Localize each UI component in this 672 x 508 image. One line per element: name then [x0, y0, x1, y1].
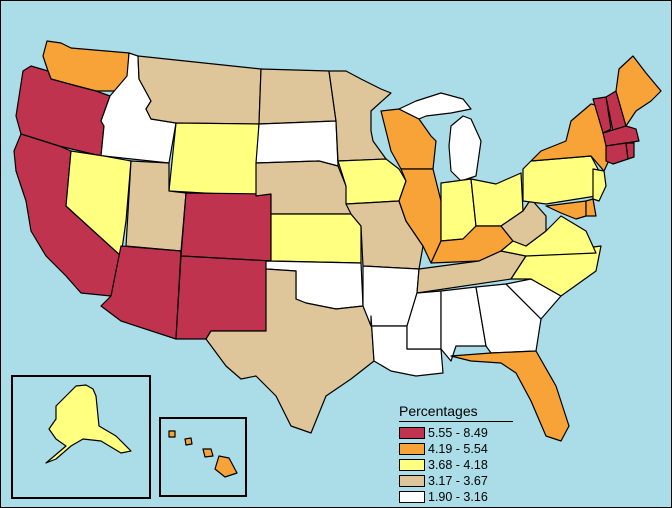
legend-label: 3.17 - 3.67: [428, 473, 488, 488]
state-ms: [406, 290, 442, 350]
legend: Percentages 5.55 - 8.49 4.19 - 5.54 3.68…: [399, 403, 513, 505]
legend-item: 3.68 - 4.18: [399, 457, 513, 472]
state-wy: [168, 122, 260, 197]
state-fl: [450, 350, 570, 442]
state-md: [545, 200, 587, 220]
state-mt: [137, 55, 262, 125]
state-nm: [175, 255, 272, 340]
state-co: [180, 192, 272, 262]
legend-label: 3.68 - 4.18: [428, 457, 488, 472]
state-me: [615, 55, 662, 127]
state-tx: [205, 268, 375, 434]
state-ak: [45, 384, 132, 464]
state-ks: [270, 213, 362, 264]
state-hi-oahu: [184, 437, 193, 446]
legend-item: 5.55 - 8.49: [399, 425, 513, 440]
state-vt: [592, 96, 612, 134]
state-hi: [214, 455, 238, 478]
legend-item: 1.90 - 3.16: [399, 489, 513, 504]
legend-item: 4.19 - 5.54: [399, 441, 513, 456]
state-hi-maui: [202, 448, 214, 458]
state-hi-kauai: [168, 430, 176, 438]
legend-swatch: [399, 458, 425, 471]
hawaii-inset-box: [159, 417, 247, 497]
state-sd: [255, 120, 339, 167]
state-il: [398, 168, 442, 264]
state-wv: [500, 198, 547, 247]
state-ct: [605, 142, 629, 165]
state-pa: [522, 155, 600, 205]
state-mi: [448, 115, 482, 182]
state-ia: [337, 158, 407, 205]
legend-swatch: [399, 442, 425, 455]
legend-swatch: [399, 490, 425, 503]
legend-item: 3.17 - 3.67: [399, 473, 513, 488]
state-mi-upper: [398, 92, 472, 120]
legend-swatch: [399, 426, 425, 439]
legend-title: Percentages: [399, 403, 513, 422]
alaska-inset-box: [11, 375, 151, 499]
state-wi: [380, 108, 437, 170]
legend-label: 5.55 - 8.49: [428, 425, 488, 440]
state-mn: [328, 70, 392, 162]
state-de: [585, 198, 597, 217]
state-nv: [65, 150, 132, 257]
state-nj: [592, 168, 607, 202]
state-ri: [625, 142, 635, 160]
legend-swatch: [399, 474, 425, 487]
legend-label: 1.90 - 3.16: [428, 489, 488, 504]
state-nd: [258, 68, 337, 125]
legend-label: 4.19 - 5.54: [428, 441, 488, 456]
